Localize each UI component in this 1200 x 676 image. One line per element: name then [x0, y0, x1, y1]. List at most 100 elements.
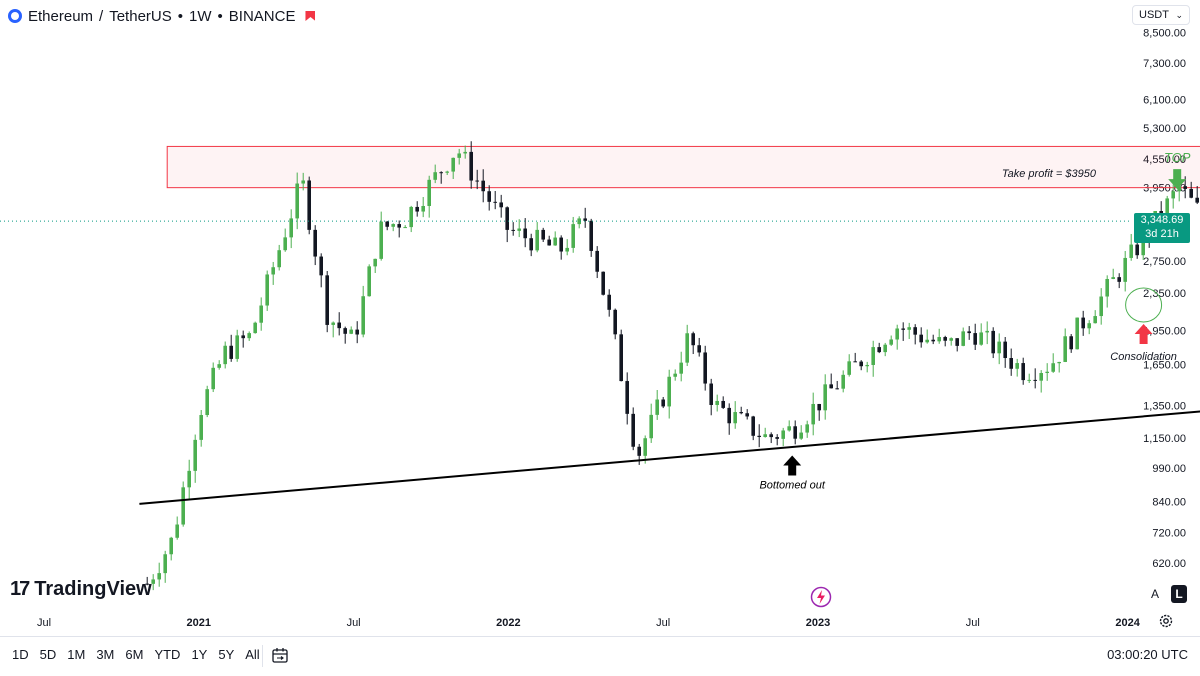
range-button-6m[interactable]: 6M — [125, 647, 144, 662]
candle-body — [439, 172, 443, 174]
candle-body — [187, 470, 191, 488]
pair-name: TetherUS — [109, 7, 172, 25]
candle-body — [289, 218, 293, 238]
utc-clock[interactable]: 03:00:20 UTC — [1107, 647, 1188, 662]
candle-body — [343, 328, 347, 334]
y-tick-label: 7,300.00 — [1143, 58, 1186, 70]
x-tick-label: Jul — [37, 617, 51, 629]
candle-body — [193, 439, 197, 471]
candle-body — [1183, 186, 1187, 189]
candle-body — [511, 229, 515, 231]
y-tick-label: 5,300.00 — [1143, 123, 1186, 135]
x-tick-label: 2024 — [1115, 617, 1140, 629]
last-price-tag: 3,348.69 3d 21h — [1134, 213, 1190, 243]
y-tick-label: 1,650.00 — [1143, 360, 1186, 372]
candle-body — [433, 172, 437, 180]
y-tick-label: 8,500.00 — [1143, 27, 1186, 39]
take-profit-label: Take profit = $3950 — [1002, 168, 1097, 180]
exchange: BINANCE — [228, 7, 296, 25]
range-button-1y[interactable]: 1Y — [191, 647, 208, 662]
candle-body — [697, 345, 701, 353]
ethereum-logo-icon — [8, 9, 22, 23]
candle-body — [307, 180, 311, 230]
tradingview-logo[interactable]: 17 TradingView — [10, 578, 152, 601]
candle-body — [481, 180, 485, 192]
candle-body — [1087, 323, 1091, 329]
candle-body — [283, 237, 287, 251]
candle-body — [1189, 188, 1193, 198]
tradingview-wordmark: TradingView — [34, 578, 152, 600]
candle-body — [1105, 278, 1109, 297]
flag-icon[interactable] — [305, 11, 316, 21]
candle-body — [919, 334, 923, 343]
candle-body — [325, 275, 329, 325]
candle-body — [175, 524, 179, 538]
range-buttons: 1D 5D 1M 3M 6M YTD 1Y 5Y All — [12, 647, 260, 662]
range-button-ytd[interactable]: YTD — [154, 647, 181, 662]
candle-body — [1003, 341, 1007, 359]
interval[interactable]: 1W — [189, 7, 212, 25]
calendar-range-icon[interactable] — [271, 646, 289, 664]
lightning-icon[interactable] — [810, 586, 832, 608]
candle-body — [967, 331, 971, 334]
candle-body — [985, 330, 989, 333]
y-tick-label: 4,550.00 — [1143, 154, 1186, 166]
candle-body — [787, 426, 791, 431]
candle-body — [241, 335, 245, 339]
support-trendline-line — [139, 410, 1200, 505]
candle-body — [331, 322, 335, 325]
range-button-5d[interactable]: 5D — [39, 647, 57, 662]
auto-scale-button[interactable]: A — [1150, 587, 1159, 601]
range-button-3m[interactable]: 3M — [96, 647, 115, 662]
range-button-all[interactable]: All — [245, 647, 260, 662]
candle-body — [1039, 373, 1043, 381]
bottomed-out-label: Bottomed out — [759, 480, 825, 492]
candle-body — [625, 381, 629, 414]
bottomed-out-arrow-icon — [783, 455, 802, 476]
candle-body — [361, 296, 365, 335]
candle-body — [571, 224, 575, 248]
candle-body — [775, 437, 779, 439]
chart-canvas[interactable]: 620.00 720.00 840.00 990.00 1,150.00 1,350.00… — [0, 0, 1200, 636]
candle-body — [829, 384, 833, 389]
candle-body — [589, 220, 593, 251]
candle-body — [379, 221, 383, 259]
candle-body — [811, 403, 815, 425]
price-axis[interactable]: 620.00 720.00 840.00 990.00 1,150.00 1,350.00… — [1143, 27, 1186, 570]
top-label: TOP — [1164, 150, 1191, 165]
candle-body — [703, 352, 707, 384]
chevron-down-icon: ⌄ — [1175, 9, 1183, 20]
log-scale-button[interactable]: L — [1171, 585, 1187, 603]
candle-body — [1099, 296, 1103, 317]
range-button-1m[interactable]: 1M — [67, 647, 86, 662]
consolidation-circle — [1125, 287, 1163, 323]
candle-body — [793, 426, 797, 439]
candle-body — [205, 389, 209, 416]
candle-body — [883, 344, 887, 353]
candle-body — [925, 339, 929, 343]
y-tick-label: 2,750.00 — [1143, 256, 1186, 268]
gear-icon[interactable] — [1158, 613, 1174, 629]
range-button-5y[interactable]: 5Y — [218, 647, 235, 662]
candle-body — [943, 337, 947, 341]
candle-body — [517, 228, 521, 231]
candle-body — [355, 329, 359, 335]
resistance-zone-rect — [166, 145, 1200, 189]
candle-body — [655, 399, 659, 415]
consolidation-label: Consolidation — [1110, 351, 1177, 363]
time-axis[interactable]: Jul2021Jul2022Jul2023Jul2024Jul2025Jul20… — [37, 617, 1200, 629]
candle-body — [277, 250, 281, 268]
toolbar-divider — [262, 645, 263, 667]
candle-body — [619, 334, 623, 382]
range-button-1d[interactable]: 1D — [12, 647, 29, 662]
candle-body — [523, 228, 527, 239]
candle-body — [847, 361, 851, 375]
candle-body — [805, 424, 809, 433]
candle-body — [1063, 336, 1067, 362]
y-tick-label: 620.00 — [1152, 558, 1186, 570]
currency-select[interactable]: USDT ⌄ — [1132, 5, 1190, 25]
candle-body — [445, 171, 449, 173]
candle-body — [583, 218, 587, 221]
x-tick-label: 2023 — [806, 617, 830, 629]
symbol-header[interactable]: Ethereum / TetherUS • 1W • BINANCE — [8, 5, 316, 27]
